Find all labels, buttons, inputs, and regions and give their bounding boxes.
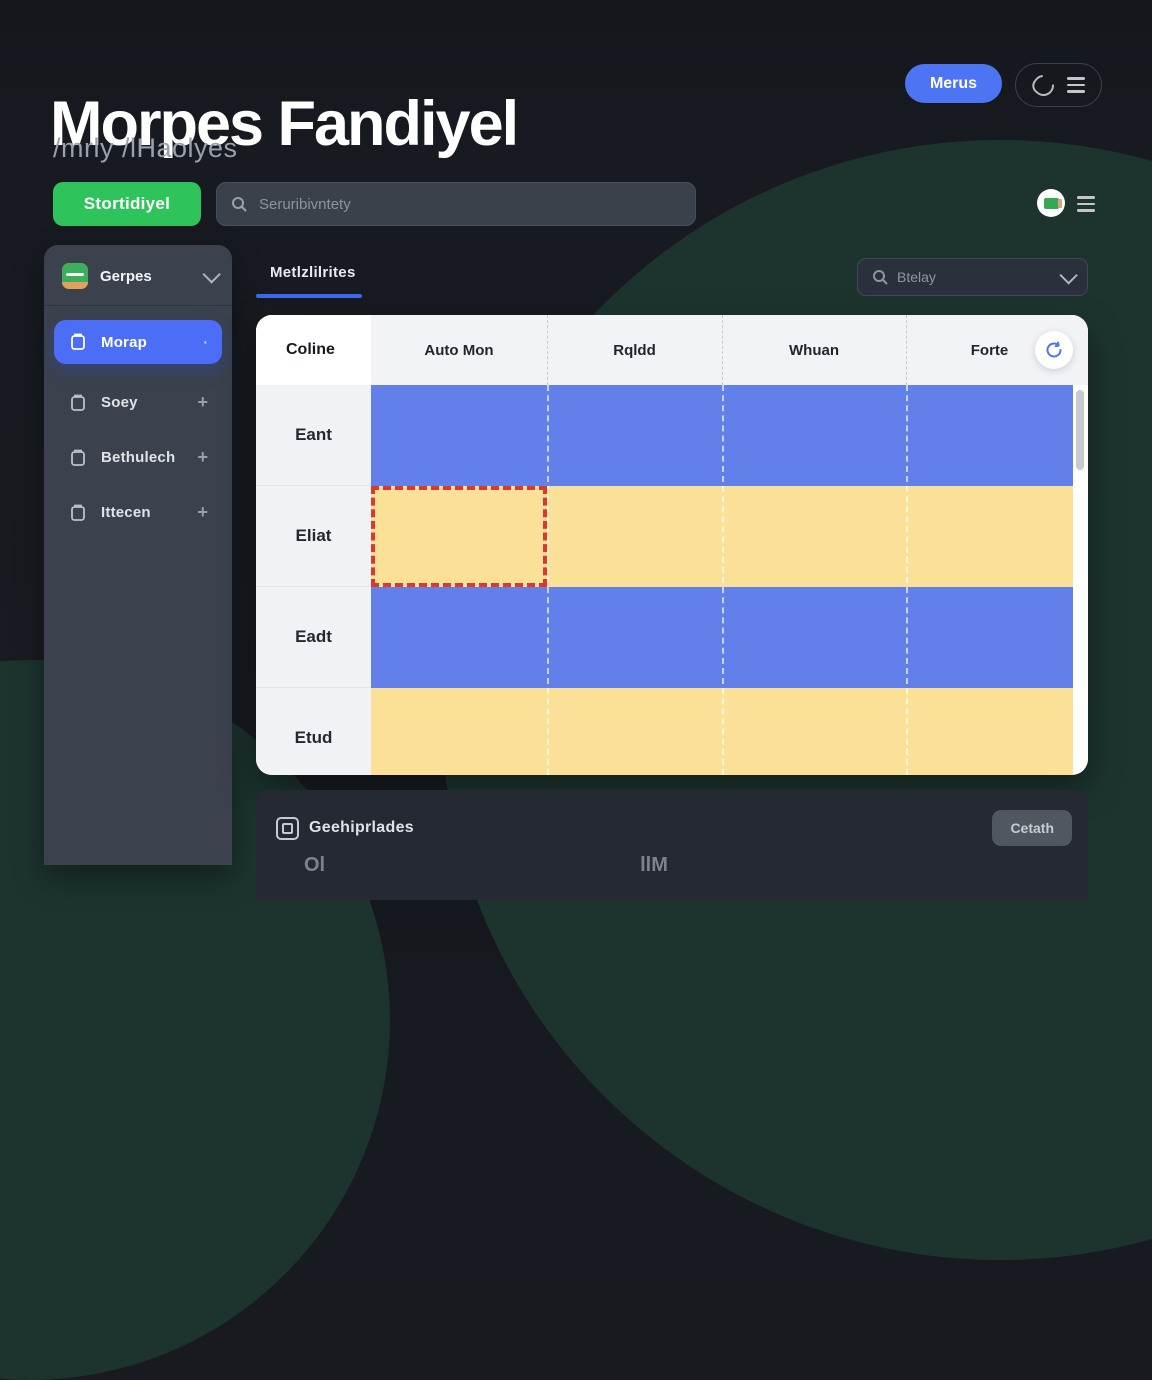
footer-title: Geehiprlades (309, 819, 414, 836)
vertical-scrollbar[interactable] (1076, 390, 1084, 470)
row-label: Eliat (256, 486, 371, 587)
global-search[interactable] (216, 182, 696, 226)
breadcrumb: /mrly /lHaolyes (53, 133, 238, 163)
row-label: Etud (256, 688, 371, 775)
layers-icon (71, 504, 85, 521)
sidebar-item-ittecen[interactable]: Ittecen + (54, 490, 222, 535)
sidebar-item-action-icon[interactable]: · (203, 334, 208, 350)
search-icon (232, 197, 247, 212)
schedule-table: Coline Auto Mon Rqldd Whuan Forte Eant Eliat… (256, 315, 1088, 775)
column-separator (906, 385, 908, 775)
search-icon (873, 270, 888, 285)
sidebar-item-label: Ittecen (101, 504, 151, 521)
column-header-coline[interactable]: Coline (256, 315, 371, 385)
footer-action-button[interactable]: Cetath (992, 810, 1072, 846)
app-badge-icon[interactable] (1037, 189, 1065, 217)
sync-icon (1046, 341, 1062, 358)
sidebar-item-label: Morap (101, 333, 147, 351)
refresh-icon[interactable] (1028, 70, 1058, 100)
sidebar: Gerpes Morap · Soey + Bethulech + Itte (44, 245, 232, 865)
chevron-down-icon (1059, 265, 1078, 285)
sync-button[interactable] (1035, 331, 1073, 369)
column-header-whuan[interactable]: Whuan (789, 341, 839, 359)
sidebar-item-action-icon[interactable]: + (197, 502, 208, 522)
sidebar-item-soey[interactable]: Soey + (54, 380, 222, 425)
sidebar-workspace-header[interactable]: Gerpes (44, 245, 232, 305)
card-icon (71, 449, 85, 466)
sidebar-item-label: Soey (101, 394, 138, 411)
column-separator (547, 385, 549, 775)
chevron-down-icon (202, 264, 221, 284)
table-row-etud: Etud (256, 688, 1088, 775)
footer-clipped-text: Ol llM (304, 854, 668, 877)
sidebar-item-action-icon[interactable]: + (197, 447, 208, 467)
search-input[interactable] (257, 194, 681, 214)
hamburger-menu-icon[interactable] (1066, 77, 1085, 93)
row-label: Eant (256, 385, 371, 486)
column-separator (547, 315, 548, 385)
divider (44, 305, 232, 306)
sidebar-item-action-icon[interactable]: + (197, 392, 208, 412)
column-separator (722, 315, 723, 385)
column-header-auto-mon[interactable]: Auto Mon (424, 341, 494, 359)
column-header-forte[interactable]: Forte (970, 341, 1009, 359)
workspace-app-icon (62, 263, 88, 289)
menu-button[interactable]: Merus (905, 64, 1002, 103)
sidebar-item-bethulech[interactable]: Bethulech + (54, 435, 222, 480)
clipped-text-right: llM (640, 854, 668, 876)
start-button[interactable]: Stortidiyel (53, 182, 201, 226)
sidebar-item-morap[interactable]: Morap · (54, 320, 222, 364)
table-row-eadt: Eadt (256, 587, 1088, 688)
filter-dropdown[interactable]: Btelay (857, 258, 1088, 296)
page-title: Morpes Fandiyel (50, 89, 519, 160)
column-header-rqldd[interactable]: Rqldd (613, 341, 656, 359)
notes-icon (276, 816, 299, 840)
table-header-row: Coline Auto Mon Rqldd Whuan Forte (256, 315, 1088, 385)
hamburger-menu-icon[interactable] (1077, 196, 1095, 212)
tab-metlzlilrites[interactable]: Metlzlilrites (270, 264, 356, 281)
selected-cell-outline[interactable] (371, 486, 547, 587)
column-separator (722, 385, 724, 775)
topbar-controls[interactable] (1015, 63, 1102, 107)
row-label: Eadt (256, 587, 371, 688)
footer-panel: Geehiprlades Cetath Ol llM (256, 790, 1088, 900)
table-row-eant: Eant (256, 385, 1088, 486)
column-separator (906, 315, 907, 385)
filter-value: Btelay (897, 269, 936, 285)
workspace-label: Gerpes (100, 267, 152, 285)
clipped-text-left: Ol (304, 854, 326, 876)
box-icon (71, 394, 85, 411)
tab-active-underline (256, 294, 362, 298)
mug-icon (71, 333, 85, 350)
sidebar-item-label: Bethulech (101, 449, 176, 466)
